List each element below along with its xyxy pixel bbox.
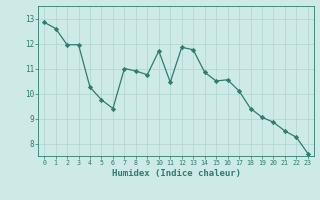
- X-axis label: Humidex (Indice chaleur): Humidex (Indice chaleur): [111, 169, 241, 178]
